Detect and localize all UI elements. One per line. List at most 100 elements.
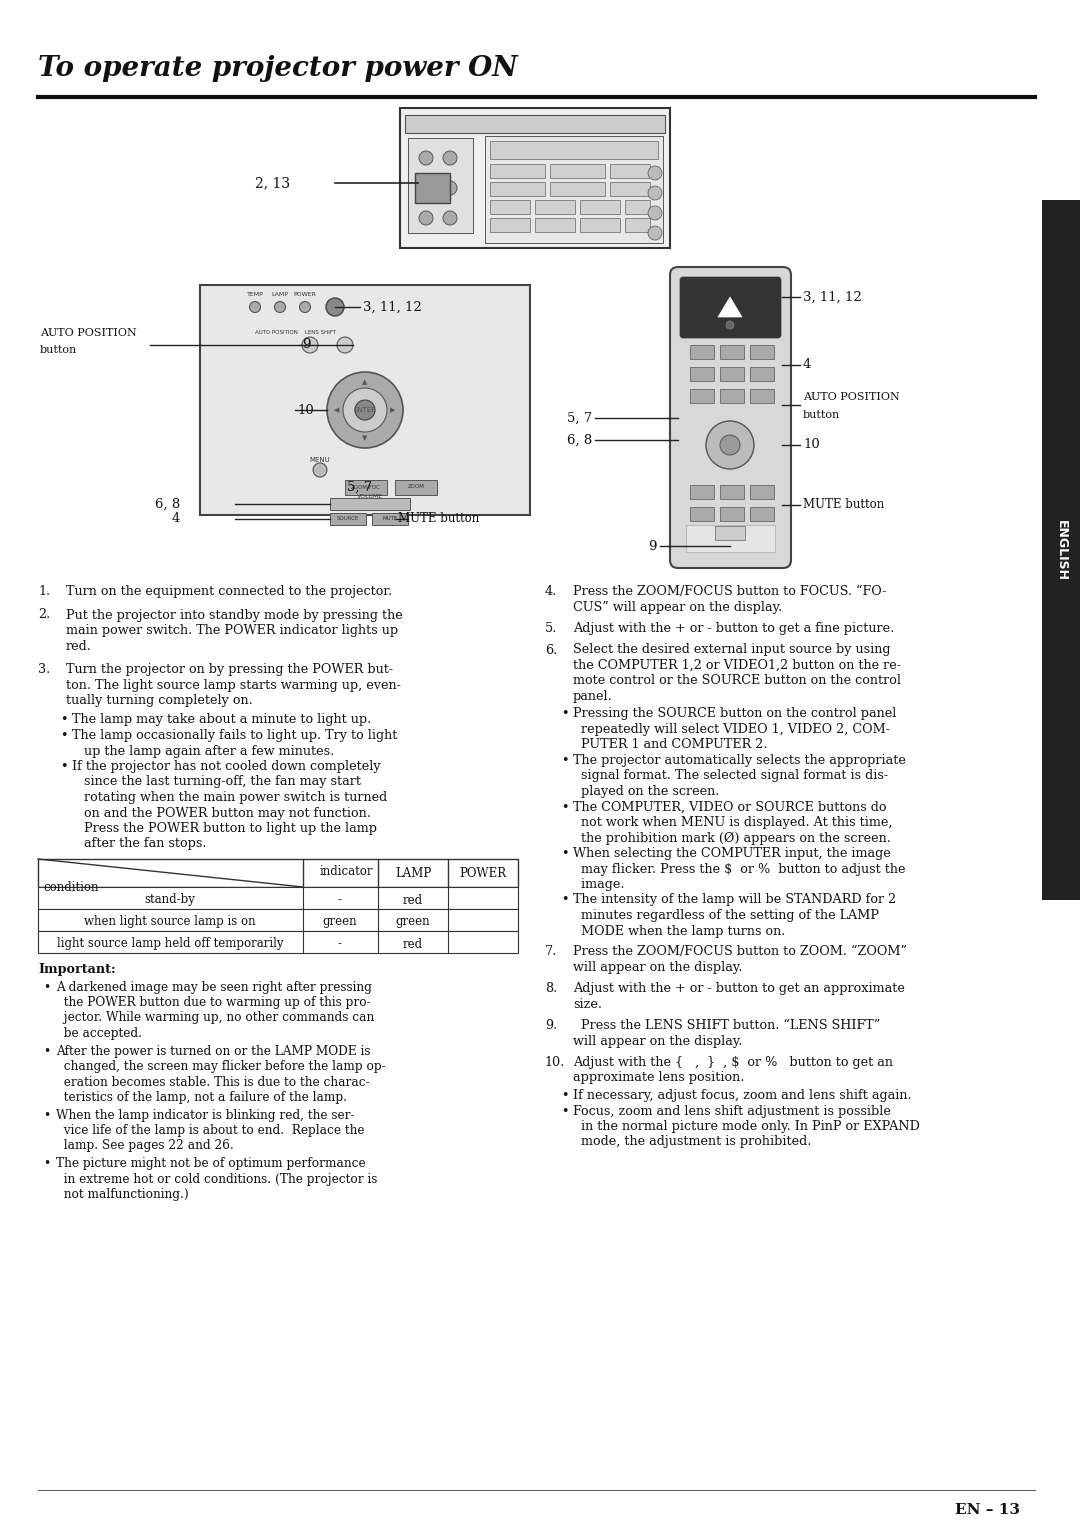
- Text: 4: 4: [172, 512, 180, 526]
- Text: •: •: [561, 1089, 568, 1102]
- Bar: [485, 136, 663, 243]
- Text: 9: 9: [648, 539, 657, 553]
- Text: AUTO POSITION: AUTO POSITION: [40, 329, 137, 338]
- Circle shape: [419, 180, 433, 196]
- Text: 3.: 3.: [38, 663, 51, 675]
- Bar: [345, 480, 387, 495]
- Text: •: •: [43, 1045, 51, 1057]
- Text: LAMP: LAMP: [271, 292, 288, 298]
- Text: the POWER button due to warming up of this pro-: the POWER button due to warming up of th…: [56, 996, 370, 1008]
- Text: To operate projector power ON: To operate projector power ON: [38, 55, 517, 83]
- Text: -: -: [338, 894, 342, 906]
- Text: indicator: indicator: [320, 865, 373, 879]
- Text: green: green: [323, 915, 357, 929]
- Text: 2, 13: 2, 13: [255, 176, 291, 189]
- Text: Turn on the equipment connected to the projector.: Turn on the equipment connected to the p…: [66, 585, 392, 597]
- Circle shape: [443, 211, 457, 225]
- Text: in the normal picture mode only. In PinP or EXPAND: in the normal picture mode only. In PinP…: [573, 1120, 920, 1132]
- Text: signal format. The selected signal format is dis-: signal format. The selected signal forma…: [573, 770, 888, 782]
- Bar: [200, 286, 530, 515]
- Text: 3, 11, 12: 3, 11, 12: [363, 301, 422, 313]
- Text: •: •: [43, 1108, 51, 1122]
- Circle shape: [274, 301, 285, 313]
- Bar: [750, 484, 774, 500]
- Text: MODE when the lamp turns on.: MODE when the lamp turns on.: [573, 924, 785, 938]
- Text: 10.: 10.: [545, 1056, 565, 1070]
- Bar: [580, 200, 620, 214]
- Circle shape: [249, 301, 260, 313]
- Circle shape: [726, 321, 734, 329]
- Text: after the fan stops.: after the fan stops.: [72, 837, 206, 851]
- Text: VOLUME: VOLUME: [356, 494, 383, 498]
- Circle shape: [337, 338, 353, 353]
- Text: •: •: [60, 759, 67, 773]
- Text: MUTE button: MUTE button: [399, 512, 480, 526]
- Text: Adjust with the + or - button to get a fine picture.: Adjust with the + or - button to get a f…: [573, 622, 894, 636]
- Text: Press the ZOOM/FOCUS button to ZOOM. “ZOOM”: Press the ZOOM/FOCUS button to ZOOM. “ZO…: [573, 944, 907, 958]
- Text: 9.: 9.: [545, 1019, 557, 1031]
- Text: lamp. See pages 22 and 26.: lamp. See pages 22 and 26.: [56, 1140, 233, 1152]
- Text: 6, 8: 6, 8: [567, 434, 592, 446]
- Text: jector. While warming up, no other commands can: jector. While warming up, no other comma…: [56, 1012, 375, 1024]
- Text: •: •: [60, 714, 67, 726]
- Text: red: red: [403, 894, 423, 906]
- Polygon shape: [718, 296, 742, 316]
- Text: played on the screen.: played on the screen.: [573, 785, 719, 798]
- Circle shape: [302, 338, 318, 353]
- Bar: [720, 367, 744, 380]
- Text: The lamp occasionally fails to light up. Try to light: The lamp occasionally fails to light up.…: [72, 729, 397, 743]
- Bar: [690, 367, 714, 380]
- Bar: [720, 484, 744, 500]
- Circle shape: [419, 211, 433, 225]
- Bar: [330, 513, 366, 526]
- Text: ◀: ◀: [335, 406, 340, 413]
- Text: •: •: [43, 981, 51, 993]
- Text: The COMPUTER, VIDEO or SOURCE buttons do: The COMPUTER, VIDEO or SOURCE buttons do: [573, 801, 887, 813]
- Bar: [750, 367, 774, 380]
- Text: ▼: ▼: [362, 435, 367, 442]
- Text: up the lamp again after a few minutes.: up the lamp again after a few minutes.: [72, 744, 334, 758]
- Text: not malfunctioning.): not malfunctioning.): [56, 1187, 189, 1201]
- Bar: [625, 219, 650, 232]
- Text: •: •: [561, 707, 568, 721]
- Text: Press the POWER button to light up the lamp: Press the POWER button to light up the l…: [72, 822, 377, 834]
- Text: AUTO POSITION    LENS SHIFT: AUTO POSITION LENS SHIFT: [255, 330, 336, 336]
- Bar: [400, 108, 670, 248]
- Text: since the last turning-off, the fan may start: since the last turning-off, the fan may …: [72, 776, 361, 788]
- Text: When the lamp indicator is blinking red, the ser-: When the lamp indicator is blinking red,…: [56, 1108, 354, 1122]
- Text: 7.: 7.: [545, 944, 557, 958]
- Text: 5.: 5.: [545, 622, 557, 636]
- Text: Important:: Important:: [38, 963, 116, 976]
- Bar: [715, 526, 745, 539]
- Bar: [490, 182, 545, 196]
- Bar: [686, 526, 775, 552]
- Bar: [550, 163, 605, 177]
- Circle shape: [299, 301, 311, 313]
- Text: After the power is turned on or the LAMP MODE is: After the power is turned on or the LAMP…: [56, 1045, 370, 1057]
- Text: mode, the adjustment is prohibited.: mode, the adjustment is prohibited.: [573, 1135, 811, 1149]
- Bar: [408, 138, 473, 232]
- Text: •: •: [561, 847, 568, 860]
- Text: 1.: 1.: [38, 585, 50, 597]
- Circle shape: [648, 206, 662, 220]
- Text: Put the projector into standby mode by pressing the: Put the projector into standby mode by p…: [66, 608, 403, 622]
- Text: the COMPUTER 1,2 or VIDEO1,2 button on the re-: the COMPUTER 1,2 or VIDEO1,2 button on t…: [573, 659, 901, 672]
- Text: be accepted.: be accepted.: [56, 1027, 141, 1041]
- Text: Select the desired external input source by using: Select the desired external input source…: [573, 643, 891, 657]
- Text: red.: red.: [66, 640, 92, 652]
- Text: •: •: [561, 801, 568, 813]
- Text: 5, 7: 5, 7: [347, 480, 373, 494]
- Text: image.: image.: [573, 879, 624, 891]
- FancyBboxPatch shape: [670, 267, 791, 568]
- Text: teristics of the lamp, not a failure of the lamp.: teristics of the lamp, not a failure of …: [56, 1091, 347, 1105]
- Text: repeatedly will select VIDEO 1, VIDEO 2, COM-: repeatedly will select VIDEO 1, VIDEO 2,…: [573, 723, 890, 736]
- Text: in extreme hot or cold conditions. (The projector is: in extreme hot or cold conditions. (The …: [56, 1172, 377, 1186]
- Bar: [405, 115, 665, 133]
- Bar: [720, 390, 744, 403]
- Bar: [395, 480, 437, 495]
- Text: The intensity of the lamp will be STANDARD for 2: The intensity of the lamp will be STANDA…: [573, 894, 896, 906]
- Circle shape: [313, 463, 327, 477]
- Text: MUTE: MUTE: [382, 516, 397, 521]
- Text: LAMP: LAMP: [395, 866, 431, 880]
- Text: PUTER 1 and COMPUTER 2.: PUTER 1 and COMPUTER 2.: [573, 738, 768, 752]
